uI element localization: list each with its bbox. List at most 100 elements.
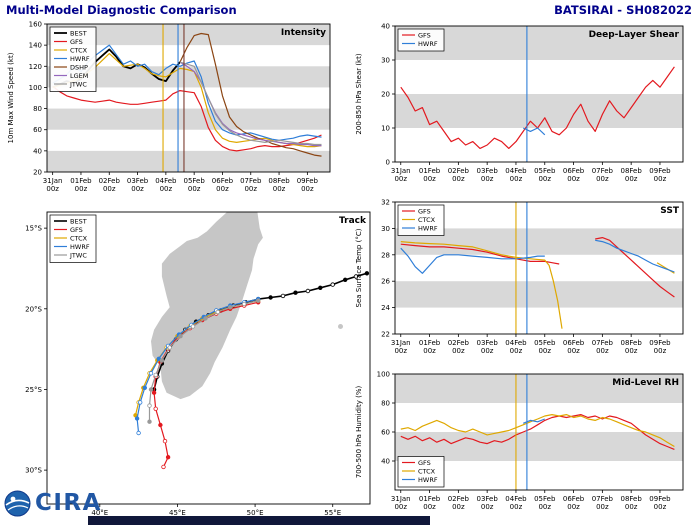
- track-jtwc-marker: [227, 304, 233, 310]
- intensity-series-dshp: [179, 32, 322, 157]
- intensity-xtick-sublabel: 00z: [103, 185, 116, 193]
- intensity-xtick-sublabel: 00z: [160, 185, 173, 193]
- sst-xtick-sublabel: 00z: [510, 347, 523, 355]
- page-title: Multi-Model Diagnostic Comparison: [6, 3, 237, 17]
- shear-xtick-sublabel: 00z: [481, 175, 494, 183]
- intensity-legend-label-gfs: GFS: [70, 38, 83, 46]
- intensity-xtick-label: 31Jan: [43, 177, 63, 185]
- shear-xtick-sublabel: 00z: [394, 175, 407, 183]
- track-legend-label-jtwc: JTWC: [69, 251, 87, 259]
- intensity-panel: 20 40 60 80 100 120 140 160 31Jan 00z 01Feb 00z 02Fe…: [0, 16, 348, 208]
- shear-legend-label-hwrf: HWRF: [418, 40, 438, 48]
- intensity-legend-label-lgem: LGEM: [70, 72, 88, 80]
- track-ytick-label: 15°S: [25, 225, 42, 233]
- intensity-ytick-label: 160: [29, 21, 42, 29]
- track-ytick-label: 20°S: [25, 305, 42, 313]
- rh-xtick-sublabel: 00z: [538, 503, 551, 511]
- intensity-legend-label-ctcx: CTCX: [70, 46, 88, 54]
- shear-xtick-label: 02Feb: [448, 167, 470, 175]
- track-hwrf-marker: [134, 416, 140, 421]
- track-legend-label-ctcx: CTCX: [70, 234, 88, 242]
- sst-xtick-label: 07Feb: [592, 339, 614, 347]
- sst-xtick-label: 06Feb: [563, 339, 585, 347]
- rh-xtick-label: 01Feb: [419, 495, 441, 503]
- track-ytick-label: 30°S: [25, 467, 42, 475]
- rh-xtick-label: 08Feb: [621, 495, 643, 503]
- intensity-xtick-label: 05Feb: [184, 177, 206, 185]
- sst-xtick-sublabel: 00z: [596, 347, 609, 355]
- intensity-ytick-label: 140: [29, 42, 42, 50]
- sst-xtick-sublabel: 00z: [452, 347, 465, 355]
- sst-series-hwrf: [595, 239, 675, 273]
- sst-series-hwrf: [400, 247, 545, 274]
- track-jtwc-marker: [256, 298, 261, 303]
- rh-band: [395, 374, 683, 403]
- sst-chart: 22242628303231Jan00z01Feb00z02Feb00z03Fe…: [355, 199, 684, 355]
- intensity-xtick-sublabel: 00z: [301, 185, 314, 193]
- shear-ytick-label: 30: [381, 57, 390, 65]
- footer-bar: [88, 516, 430, 525]
- track-gfs-marker: [153, 406, 158, 411]
- track-hwrf-marker: [137, 400, 143, 405]
- rh-xtick-sublabel: 00z: [394, 503, 407, 511]
- sst-ytick-label: 28: [381, 251, 390, 259]
- track-legend-label-hwrf: HWRF: [70, 243, 90, 251]
- rh-xtick-label: 03Feb: [477, 495, 499, 503]
- intensity-panel-label: Intensity: [281, 28, 326, 38]
- track-xtick-label: 45°E: [169, 509, 186, 517]
- shear-xtick-sublabel: 00z: [510, 175, 523, 183]
- track-gfs-marker: [151, 390, 157, 395]
- rh-panel-label: Mid-Level RH: [612, 378, 679, 388]
- intensity-xtick-label: 07Feb: [240, 177, 262, 185]
- sst-xtick-sublabel: 00z: [567, 347, 580, 355]
- shear-panel: 0 10 20 30 40 31Jan 00z 01Feb 00z 02Feb 00z 03Feb 00…: [348, 16, 700, 208]
- sst-xtick-label: 03Feb: [477, 339, 499, 347]
- intensity-chart: 2040608010012014016031Jan00z01Feb00z02Fe…: [7, 21, 331, 193]
- intensity-xtick-sublabel: 00z: [46, 185, 59, 193]
- intensity-band: [47, 66, 330, 88]
- shear-xtick-label: 03Feb: [477, 167, 499, 175]
- shear-xtick-label: 08Feb: [621, 167, 643, 175]
- intensity-band: [47, 150, 330, 172]
- track-xtick-label: 50°E: [247, 509, 264, 517]
- sst-series-ctcx: [400, 241, 563, 329]
- intensity-plot-frame: [46, 23, 331, 173]
- track-best-marker: [364, 271, 370, 276]
- track-jtwc-marker: [215, 309, 220, 315]
- rh-y-axis-title: 700-500 hPa Humidity (%): [355, 386, 363, 479]
- shear-ytick-label: 0: [386, 159, 390, 167]
- track-hwrf-marker: [142, 385, 147, 390]
- track-legend-label-gfs: GFS: [70, 226, 83, 234]
- track-best-marker: [353, 274, 359, 279]
- rh-xtick-label: 02Feb: [448, 495, 470, 503]
- track-jtwc-marker: [147, 419, 152, 424]
- shear-xtick-label: 09Feb: [649, 167, 671, 175]
- shear-xtick-label: 01Feb: [419, 167, 441, 175]
- shear-panel-label: Deep-Layer Shear: [589, 30, 680, 40]
- track-gfs-marker: [158, 422, 163, 428]
- sst-xtick-label: 09Feb: [649, 339, 671, 347]
- rh-legend-label-hwrf: HWRF: [418, 476, 438, 484]
- intensity-ytick-label: 120: [29, 63, 42, 71]
- intensity-legend-label-best: BEST: [70, 29, 87, 37]
- track-jtwc-marker: [153, 372, 158, 378]
- sst-panel: 22 24 26 28 30 32 31Jan 00z 01Feb 00z 02Feb 00z 03Fe…: [348, 196, 700, 366]
- track-legend-label-best: BEST: [70, 217, 87, 225]
- track-gfs-marker: [161, 464, 166, 470]
- sst-xtick-label: 02Feb: [448, 339, 470, 347]
- sst-xtick-label: 01Feb: [419, 339, 441, 347]
- intensity-xtick-sublabel: 00z: [216, 185, 229, 193]
- sst-panel-label: SST: [660, 206, 680, 216]
- shear-xtick-sublabel: 00z: [452, 175, 465, 183]
- rh-xtick-sublabel: 00z: [654, 503, 667, 511]
- shear-ytick-label: 20: [381, 91, 390, 99]
- intensity-ytick-label: 80: [33, 105, 42, 113]
- track-hwrf-marker: [148, 371, 154, 376]
- sst-y-axis-title: Sea Surface Temp (°C): [355, 228, 363, 307]
- shear-xtick-sublabel: 00z: [625, 175, 638, 183]
- island-dot: [337, 324, 343, 330]
